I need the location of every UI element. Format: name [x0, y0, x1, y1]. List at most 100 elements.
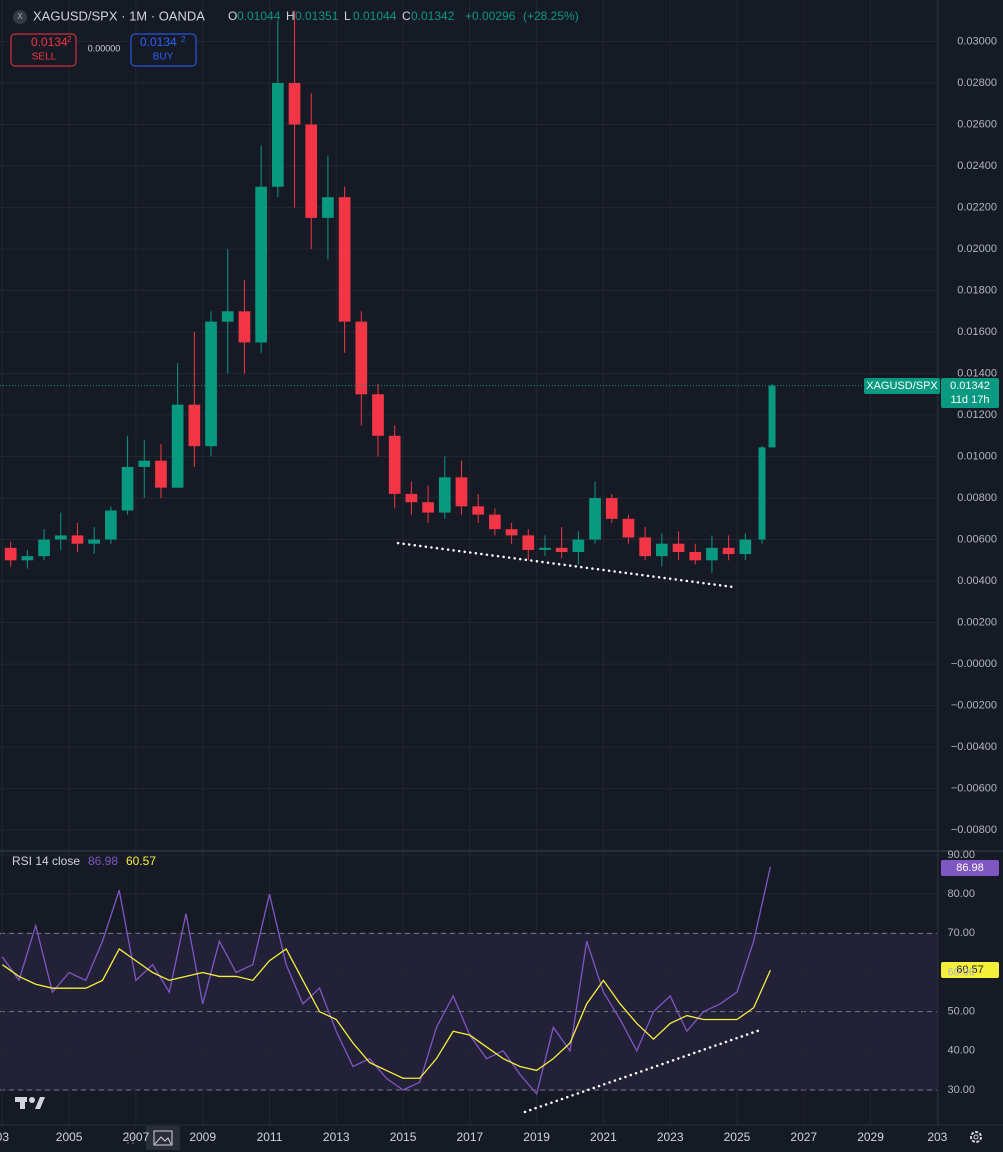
- candle-body: [438, 477, 451, 513]
- grid: [0, 0, 938, 1125]
- screenshot-button[interactable]: [146, 1126, 180, 1150]
- buy-button[interactable]: [130, 33, 197, 67]
- candle-body: [589, 498, 601, 540]
- settings-button[interactable]: [970, 1131, 982, 1143]
- symbol-tag-text: XAGUSD/SPX: [866, 380, 938, 392]
- x-tick-label: 2005: [56, 1130, 83, 1144]
- candle-body: [758, 447, 766, 540]
- candle-body: [739, 539, 752, 555]
- candle-body: [472, 506, 485, 515]
- candle-body: [722, 547, 735, 555]
- candle-body: [555, 547, 568, 553]
- candle-body: [71, 535, 84, 544]
- y-tick-label: 0.03000: [957, 35, 997, 47]
- screenshot-icon: [153, 1130, 173, 1146]
- y-tick-label: 0.00400: [957, 575, 997, 587]
- y-tick-label: 0.01200: [957, 409, 997, 421]
- ohlc-value: 0.01044: [353, 9, 397, 23]
- y-tick-label: 0.00600: [957, 533, 997, 545]
- x-tick-label: 2015: [390, 1130, 417, 1144]
- candle-body: [455, 477, 468, 507]
- y-tick-label: 0.01400: [957, 367, 997, 379]
- sell-price: 0.0134: [31, 35, 68, 49]
- y-tick-label: 30.00: [947, 1084, 975, 1096]
- sell-label: SELL: [32, 52, 57, 63]
- y-tick-label: 0.00800: [957, 492, 997, 504]
- ohlc-letter: O: [228, 9, 237, 23]
- rsi-ma-value: 60.57: [126, 854, 156, 868]
- candle-body: [572, 539, 585, 553]
- candle-body: [105, 510, 117, 540]
- y-tick-label: 0.02400: [957, 160, 997, 172]
- rsi-tag: [941, 860, 999, 876]
- spread: 0.00000: [88, 43, 121, 53]
- candle-body: [655, 543, 668, 557]
- x-tick-label: 2025: [724, 1130, 751, 1144]
- candle-body: [622, 518, 635, 538]
- candle-body: [255, 186, 267, 343]
- y-tick-label: 0.01000: [957, 450, 997, 462]
- price-tag: [941, 378, 999, 408]
- candle-body: [121, 466, 134, 511]
- candle-body: [155, 460, 167, 488]
- change-pct: (+28.25%): [523, 9, 579, 23]
- candle-body: [338, 197, 351, 322]
- price-tag-value: 0.01342: [950, 380, 990, 392]
- y-tick-label: 0.02800: [957, 77, 997, 89]
- y-tick-label: 50.00: [947, 1006, 975, 1018]
- candle-body: [288, 83, 301, 125]
- ohlc-value: 0.01342: [411, 9, 455, 23]
- candle-body: [539, 547, 551, 550]
- candle-body: [689, 552, 702, 561]
- y-tick-label: 0.02000: [957, 243, 997, 255]
- x-tick-label: 2007: [123, 1130, 150, 1144]
- candle-body: [405, 493, 418, 503]
- y-tick-label: 70.00: [947, 927, 975, 939]
- candle-body: [4, 547, 17, 561]
- y-tick-label: −0.00200: [951, 699, 997, 711]
- y-tick-label: −0.00400: [951, 741, 997, 753]
- x-tick-label: 2027: [790, 1130, 817, 1144]
- y-tick-label: 0.00200: [957, 616, 997, 628]
- x-tick-label: 2013: [323, 1130, 350, 1144]
- symbol: XAGUSD/SPX · 1M · OANDA: [33, 8, 205, 23]
- candle-body: [372, 394, 384, 436]
- plot: [0, 10, 938, 1114]
- candle-body: [305, 124, 318, 218]
- x-tick-label: 2021: [590, 1130, 617, 1144]
- x-tick-label: 03: [0, 1130, 9, 1144]
- rsi-ma-tag: [941, 962, 999, 978]
- x-tick-label: 2009: [189, 1130, 216, 1144]
- symbol-tag: [864, 378, 940, 394]
- ohlc-letter: H: [286, 9, 295, 23]
- sell-button[interactable]: [10, 33, 77, 67]
- candle-body: [205, 321, 217, 447]
- y-tick-label: 90.00: [947, 849, 975, 861]
- candle-body: [388, 435, 401, 494]
- y-tick-label: 0.02200: [957, 201, 997, 213]
- x-tick-label: 2019: [523, 1130, 550, 1144]
- candle-body: [639, 537, 651, 557]
- ohlc-letter: L: [344, 9, 351, 23]
- candle-body: [171, 404, 184, 488]
- buy-label: BUY: [153, 52, 174, 63]
- rsi-ma-tag-value: 60.57: [956, 964, 984, 976]
- rsi-title: RSI 14 close: [12, 854, 80, 868]
- candle-body: [54, 535, 67, 540]
- drag-handle[interactable]: [126, 1131, 135, 1145]
- candle-body: [271, 83, 284, 187]
- candle-body: [21, 556, 34, 561]
- ohlc-letter: C: [402, 9, 411, 23]
- candle-body: [138, 460, 151, 467]
- ohlc-value: 0.01044: [237, 9, 281, 23]
- buy-pip: 2: [181, 35, 186, 44]
- candle-body: [768, 385, 776, 448]
- x-tick-label: 2017: [456, 1130, 483, 1144]
- ohlc-legend: O 0.01044 H 0.01351 L 0.01044 C 0.01342 +0.00296…: [228, 9, 579, 23]
- candle-body: [505, 529, 518, 536]
- candle-body: [422, 502, 434, 513]
- candle-body: [238, 311, 251, 343]
- change: +0.00296: [465, 9, 516, 23]
- settings-icon-center: [973, 1134, 979, 1140]
- candle-body: [38, 539, 50, 557]
